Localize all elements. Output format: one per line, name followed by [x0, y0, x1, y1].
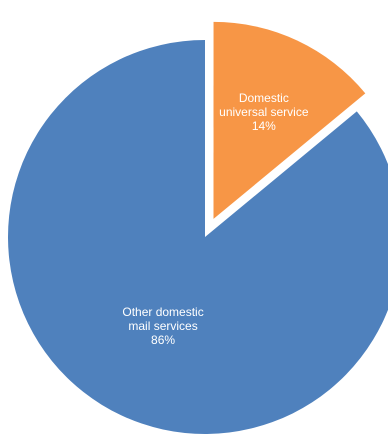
pie-slice-1-label-line: 14% [252, 119, 276, 133]
pie-slice-2-label: Other domestic mail services 86% [122, 305, 203, 347]
pie-slice-2 [8, 40, 388, 434]
pie-slice-1-label-line: Domestic [239, 91, 289, 105]
pie-slice-1-label: Domestic universal service 14% [219, 91, 309, 133]
pie-slice-2-label-line: mail services [128, 319, 197, 333]
pie-slice-2-label-line: Other domestic [122, 305, 203, 319]
pie-slice-2-label-line: 86% [151, 333, 175, 347]
pie-slice-1-label-line: universal service [219, 105, 309, 119]
pie-slice-1 [213, 21, 366, 219]
